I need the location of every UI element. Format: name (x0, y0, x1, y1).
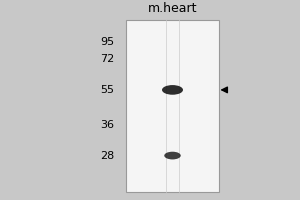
Ellipse shape (162, 85, 183, 95)
Text: m.heart: m.heart (148, 2, 197, 15)
FancyBboxPatch shape (126, 20, 219, 192)
Text: 28: 28 (100, 151, 114, 161)
Text: 36: 36 (100, 120, 114, 130)
Text: 72: 72 (100, 54, 114, 64)
Text: 95: 95 (100, 37, 114, 47)
Text: 55: 55 (100, 85, 114, 95)
Ellipse shape (164, 152, 181, 159)
